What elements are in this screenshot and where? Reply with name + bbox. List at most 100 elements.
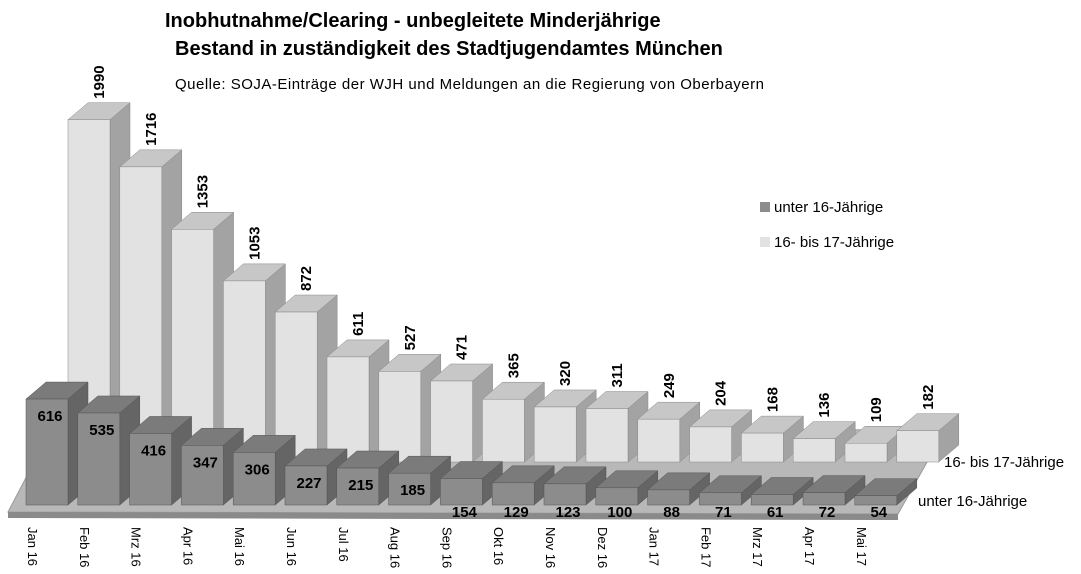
bar: [854, 478, 918, 506]
bar-front: [896, 430, 940, 463]
data-label: 100: [607, 504, 632, 521]
data-label: 72: [819, 504, 836, 521]
data-label: 227: [296, 475, 321, 492]
x-tick-label: Mai 16: [232, 527, 247, 566]
bar-front: [595, 487, 639, 506]
bar-front: [181, 445, 224, 506]
bar-front: [689, 426, 732, 463]
data-label: 872: [298, 266, 315, 291]
bar-front: [284, 465, 328, 506]
data-label: 109: [868, 397, 885, 422]
data-label: 168: [764, 387, 781, 412]
bar: [802, 475, 866, 506]
bar: [750, 476, 814, 506]
bar-front: [482, 398, 525, 463]
x-tick-label: Mrz 17: [750, 527, 765, 567]
data-label: 54: [870, 504, 887, 521]
bar-front: [854, 495, 898, 506]
bar: [543, 466, 607, 506]
data-label: 1990: [91, 65, 108, 98]
x-tick-label: Aug 16: [388, 527, 403, 568]
bar-front: [750, 494, 794, 506]
legend-label: unter 16-Jährige: [774, 199, 883, 216]
bar-front: [844, 443, 888, 463]
x-tick-label: Feb 16: [77, 527, 92, 567]
legend-swatch: [760, 237, 770, 247]
data-label: 129: [504, 504, 529, 521]
bar: [896, 413, 960, 463]
data-label: 88: [663, 504, 680, 521]
bar-front: [378, 371, 422, 463]
bar-front: [699, 492, 742, 506]
data-label: 611: [350, 312, 367, 336]
data-label: 204: [713, 380, 730, 406]
x-tick-label: Apr 16: [180, 527, 195, 565]
x-tick-label: Jan 16: [25, 527, 40, 566]
bar: [688, 409, 753, 463]
depth-label: 16- bis 17-Jährige: [944, 454, 1064, 471]
bar-front: [129, 433, 172, 506]
bar-front: [77, 412, 121, 506]
x-tick-label: Okt 16: [491, 527, 506, 565]
bar-front: [792, 438, 836, 463]
bar-front: [25, 398, 69, 506]
bar-front: [802, 492, 846, 506]
bar-front: [637, 418, 681, 463]
data-label: 249: [661, 373, 678, 398]
data-label: 71: [715, 504, 732, 521]
x-tick-label: Feb 17: [698, 527, 713, 567]
data-label: 535: [89, 422, 114, 439]
bar-front: [388, 472, 431, 506]
x-tick-label: Dez 16: [595, 527, 610, 568]
bar-front: [647, 489, 690, 506]
x-tick-label: Jun 16: [284, 527, 299, 566]
data-label: 347: [193, 454, 218, 471]
chart-subtitle: Bestand in zuständigkeit des Stadtjugend…: [175, 38, 723, 60]
data-label: 616: [37, 408, 62, 425]
x-tick-label: Sep 16: [439, 527, 454, 568]
x-tick-label: Mai 17: [854, 527, 869, 566]
bar: [439, 460, 504, 506]
data-label: 1716: [143, 112, 160, 145]
x-tick-label: Mrz 16: [129, 527, 144, 567]
bar-front: [440, 478, 483, 506]
bar: [646, 472, 711, 506]
data-label: 306: [245, 461, 270, 478]
floor-edge: [8, 512, 898, 520]
data-label: 1353: [195, 175, 212, 208]
bar-front: [336, 467, 380, 506]
data-label: 320: [557, 361, 574, 386]
bar-front: [430, 380, 473, 463]
data-label: 123: [555, 504, 580, 521]
bar-front: [543, 483, 587, 506]
x-tick-label: Apr 17: [802, 527, 817, 565]
bar: [595, 470, 659, 506]
bar: [25, 381, 89, 506]
data-label: 61: [767, 504, 784, 521]
chart-source: Quelle: SOJA-Einträge der WJH und Meldun…: [175, 76, 764, 93]
bar: [491, 465, 555, 506]
data-label: 471: [454, 335, 471, 360]
bar-front: [585, 408, 629, 463]
depth-label: unter 16-Jährige: [918, 493, 1027, 510]
x-tick-label: Jul 16: [336, 527, 351, 562]
data-label: 311: [609, 363, 626, 387]
data-label: 182: [920, 385, 937, 410]
data-label: 136: [816, 393, 833, 418]
data-label: 365: [505, 353, 522, 378]
x-tick-label: Nov 16: [543, 527, 558, 568]
data-label: 215: [348, 477, 373, 494]
data-label: 154: [452, 504, 478, 521]
legend-swatch: [760, 202, 770, 212]
bar: [585, 390, 649, 463]
bar-front: [533, 406, 577, 463]
chart-title: Inobhutnahme/Clearing - unbegleitete Min…: [165, 10, 661, 32]
bar: [792, 421, 856, 463]
bar-front: [326, 356, 370, 463]
data-label: 1053: [246, 227, 263, 260]
bar: [740, 415, 805, 463]
data-label: 416: [141, 442, 166, 459]
x-tick-label: Jan 17: [647, 527, 662, 566]
legend-label: 16- bis 17-Jährige: [774, 234, 894, 251]
